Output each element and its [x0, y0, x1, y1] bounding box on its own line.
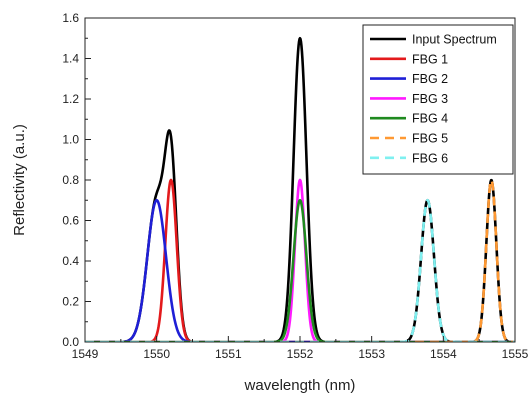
legend-label: FBG 2 [412, 72, 448, 86]
y-axis: 0.0 0.2 0.4 0.6 0.8 1.0 1.2 1.4 1.6 [62, 11, 91, 349]
legend-label: FBG 3 [412, 92, 448, 106]
legend-label: FBG 5 [412, 132, 448, 146]
y-axis-title: Reflectivity (a.u.) [11, 124, 28, 236]
y-tick-label: 0.2 [62, 295, 79, 309]
series-layer [85, 36, 515, 342]
y-tick-label: 1.2 [62, 92, 79, 106]
series-line-fbg-4 [85, 198, 515, 342]
x-tick-label: 1549 [72, 347, 99, 361]
x-tick-label: 1550 [143, 347, 170, 361]
series-line-fbg-6 [85, 198, 515, 342]
x-tick-label: 1553 [358, 347, 385, 361]
y-tick-label: 0.0 [62, 335, 79, 349]
series-line-fbg-5 [85, 178, 515, 342]
series-line-fbg-3 [85, 178, 515, 342]
series-line-fbg-2 [85, 198, 515, 342]
y-tick-label: 1.6 [62, 11, 79, 25]
legend-label: FBG 6 [412, 151, 448, 165]
legend-label: FBG 4 [412, 112, 448, 126]
y-tick-label: 1.0 [62, 133, 79, 147]
x-axis: 1549 1550 1551 1552 1553 1554 1555 [72, 336, 529, 361]
series-line-fbg-1 [85, 178, 515, 342]
legend-label: Input Spectrum [412, 33, 497, 47]
y-tick-label: 0.4 [62, 254, 79, 268]
x-tick-label: 1555 [502, 347, 529, 361]
y-tick-label: 0.6 [62, 214, 79, 228]
x-tick-label: 1552 [287, 347, 314, 361]
y-tick-label: 0.8 [62, 173, 79, 187]
x-tick-label: 1551 [215, 347, 242, 361]
legend: Input Spectrum FBG 1 FBG 2 FBG 3 FBG 4 FBG 5 F… [362, 24, 514, 175]
x-axis-title: wavelength (nm) [244, 377, 356, 393]
y-tick-label: 1.4 [62, 52, 79, 66]
x-tick-label: 1554 [430, 347, 457, 361]
legend-label: FBG 1 [412, 52, 448, 66]
